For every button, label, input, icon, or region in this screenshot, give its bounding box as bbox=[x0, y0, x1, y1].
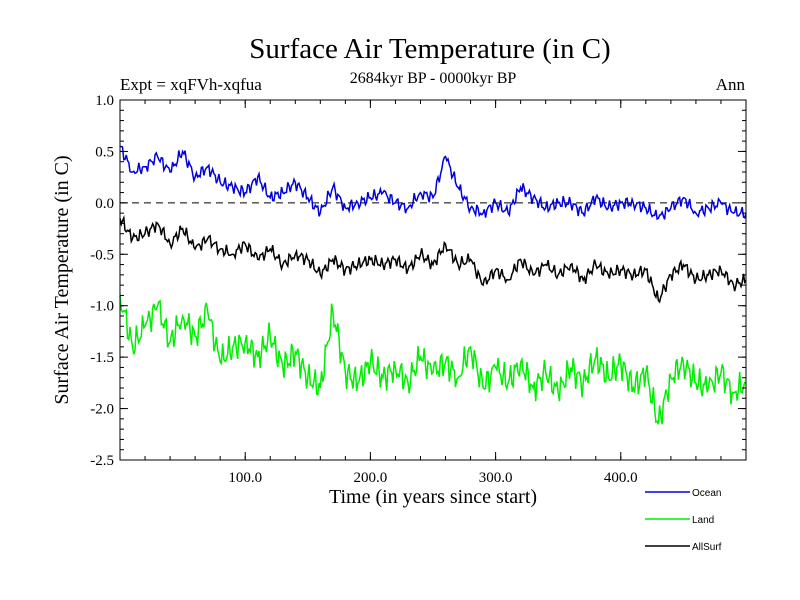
y-axis-label: Surface Air Temperature (in C) bbox=[51, 155, 73, 404]
x-tick-label: 300.0 bbox=[479, 470, 513, 486]
y-tick-label: -2.0 bbox=[90, 402, 114, 418]
y-tick-label: -2.5 bbox=[90, 453, 114, 469]
legend-label-ocean: Ocean bbox=[692, 488, 721, 499]
season-label: Ann bbox=[716, 75, 746, 94]
y-tick-label: 1.0 bbox=[95, 93, 114, 109]
plot-frame bbox=[119, 99, 747, 461]
x-axis-label: Time (in years since start) bbox=[329, 486, 537, 508]
y-tick-label: 0.5 bbox=[95, 144, 114, 160]
x-tick-label: 400.0 bbox=[604, 470, 638, 486]
series-line-ocean bbox=[119, 145, 747, 221]
series-line-allsurf bbox=[119, 214, 747, 304]
y-tick-label: -1.5 bbox=[90, 350, 114, 366]
y-tick-label: 0.0 bbox=[95, 196, 114, 212]
series-line-land bbox=[119, 295, 747, 425]
x-tick-label: 200.0 bbox=[354, 470, 388, 486]
chart-title: Surface Air Temperature (in C) bbox=[249, 33, 610, 65]
legend-label-land: Land bbox=[692, 515, 714, 526]
chart-subtitle: 2684kyr BP - 0000kyr BP bbox=[350, 70, 517, 87]
y-tick-label: -0.5 bbox=[90, 247, 114, 263]
legend-label-allsurf: AllSurf bbox=[692, 542, 722, 553]
y-tick-label: -1.0 bbox=[90, 299, 114, 315]
experiment-label: Expt = xqFVh-xqfua bbox=[120, 75, 262, 94]
x-tick-label: 100.0 bbox=[228, 470, 262, 486]
